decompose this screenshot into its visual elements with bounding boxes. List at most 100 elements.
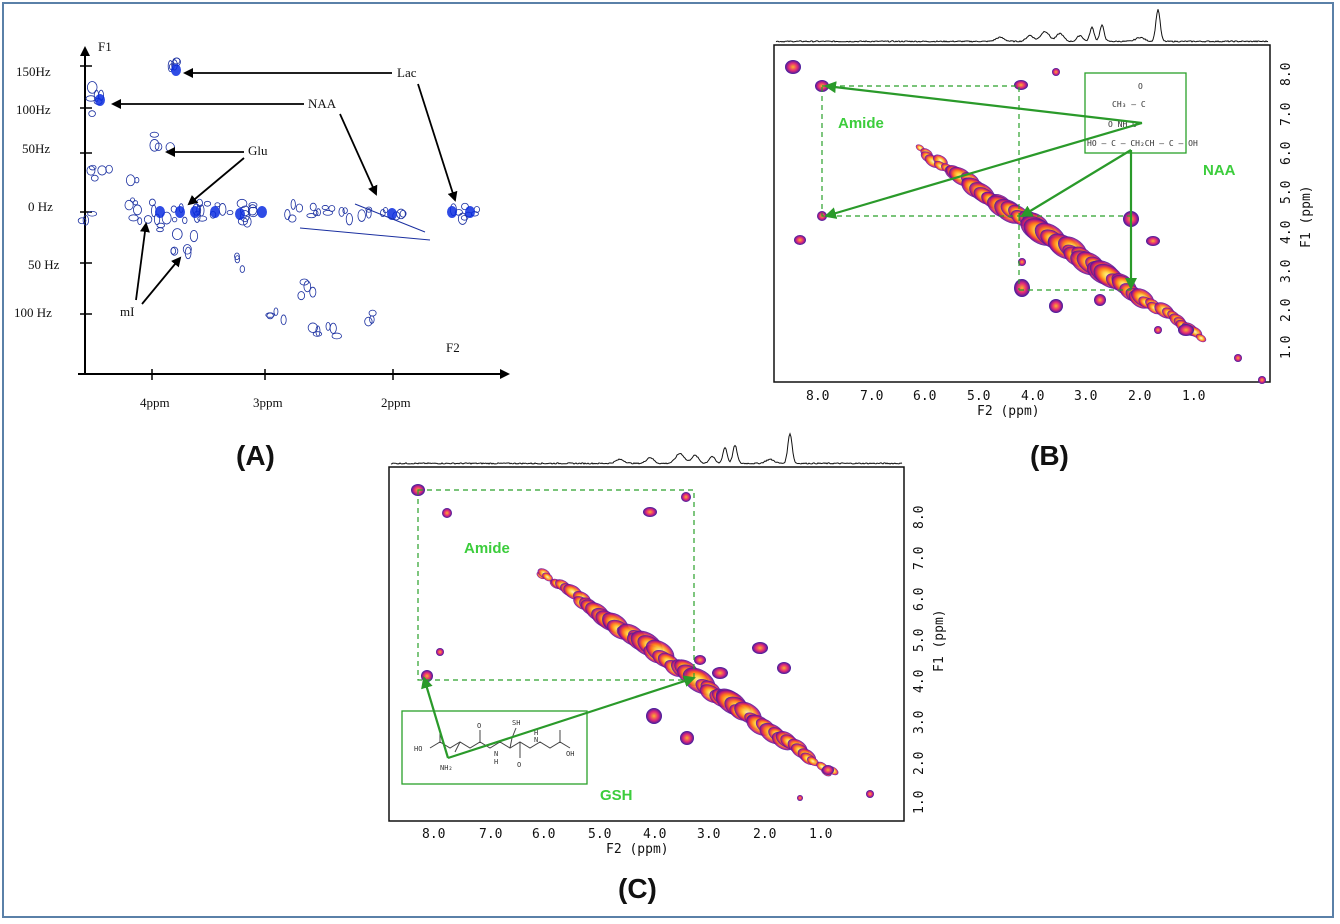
contour-ring: [172, 228, 183, 240]
naa-structure-line: O: [1138, 82, 1143, 91]
panel-b-y-axis-title: F1 (ppm): [1299, 185, 1314, 248]
contour-ring: [280, 314, 287, 326]
cross-peak: [681, 492, 691, 502]
contour-ring: [322, 210, 333, 216]
panel-a-x-tick: 3ppm: [253, 395, 283, 410]
contour-ring: [132, 200, 139, 206]
panel-c-x-tick: 4.0: [643, 827, 666, 842]
contour-ring: [364, 316, 373, 327]
naa-structure-line: HO – C – CH₂CH – C – OH: [1087, 139, 1198, 148]
panel-c-x-ticks: 8.0 7.0 6.0 5.0 4.0 3.0 2.0 1.0: [422, 827, 832, 842]
arrow-naa-amide-bottom: [824, 121, 1143, 219]
panel-b-y-ticks: 8.0 7.0 6.0 5.0 4.0 3.0 2.0 1.0: [1279, 63, 1294, 359]
contour-ring: [214, 202, 221, 208]
panel-a-y-tick-marks: [80, 65, 394, 380]
panel-b-amide-label: Amide: [838, 115, 884, 132]
contour-ring: [87, 210, 98, 217]
panel-b-y-tick: 1.0: [1279, 336, 1294, 359]
panel-c-cross-peaks: [411, 484, 874, 801]
contour-ring: [197, 215, 208, 222]
contour-ring: [137, 217, 143, 225]
arrow-naa-alpha: [1020, 149, 1132, 218]
panel-a-f1-label: F1: [98, 39, 112, 54]
panel-c-x-tick: 6.0: [532, 827, 555, 842]
contour-ring: [156, 222, 166, 229]
contour-peak: [257, 206, 267, 218]
panel-b-x-tick: 1.0: [1182, 389, 1205, 404]
panel-c-x-tick: 8.0: [422, 827, 445, 842]
annotation-glu: Glu: [248, 143, 268, 158]
diagonal-peak: [542, 572, 553, 582]
contour-ring: [239, 265, 246, 273]
contour-ring: [184, 246, 192, 260]
cross-peak: [1094, 294, 1106, 306]
cross-peak: [1178, 324, 1194, 336]
panel-a-contours: [77, 57, 481, 340]
panel-b-y-tick: 8.0: [1279, 63, 1294, 86]
contour-ring: [382, 207, 389, 214]
contour-ring: [357, 209, 366, 222]
cross-peak: [752, 642, 768, 654]
contour-ring: [399, 210, 407, 218]
contour-ring: [87, 81, 98, 94]
contour-ring: [345, 212, 353, 226]
panel-a-x-tick: 2ppm: [381, 395, 411, 410]
annotation-mi: mI: [120, 304, 134, 319]
cross-peak: [643, 507, 657, 517]
cross-peak: [646, 708, 662, 724]
contour-ring: [325, 322, 331, 331]
gsh-atom: HO: [414, 745, 422, 753]
arrow-naa-amide-top: [824, 81, 1143, 125]
gsh-atom: OH: [566, 750, 574, 758]
panel-a-y-tick: 100 Hz: [14, 305, 52, 320]
contour-ring: [297, 291, 306, 301]
panel-label-b: (B): [1030, 440, 1069, 471]
contour-ring: [290, 199, 296, 210]
cross-peak: [822, 765, 834, 775]
panel-c-y-tick: 2.0: [912, 752, 927, 775]
cross-peak: [794, 235, 806, 245]
cross-peak: [1234, 354, 1242, 362]
contour-ring: [248, 202, 258, 209]
contour-ring: [338, 206, 345, 217]
gsh-atom: N: [494, 750, 498, 758]
gsh-atom: N: [534, 736, 538, 744]
annotation-lac: Lac: [397, 65, 417, 80]
gsh-structure-labels: SH O HO NH₂ N H N H OH O: [414, 719, 574, 772]
contour-ring: [309, 202, 317, 211]
cross-peak: [712, 667, 728, 679]
contour-peak: [210, 206, 220, 218]
contour-ring: [161, 211, 172, 225]
contour-ring: [218, 203, 227, 216]
panel-c-y-tick: 5.0: [912, 629, 927, 652]
contour-ring: [203, 200, 212, 207]
panel-b-y-tick: 4.0: [1279, 221, 1294, 244]
contour-ring: [315, 208, 321, 217]
panel-c-y-tick: 7.0: [912, 547, 927, 570]
naa-structure: O CH₃ – C O NH O HO – C – CH₂CH – C – OH: [1087, 82, 1198, 148]
panel-c-y-tick: 6.0: [912, 588, 927, 611]
contour-ring: [149, 139, 160, 152]
annotation-naa: NAA: [308, 96, 337, 111]
panel-c-y-tick: 1.0: [912, 791, 927, 814]
contour-ring: [130, 197, 135, 203]
contour-ridge: [299, 227, 431, 241]
contour-ring: [170, 246, 179, 256]
contour-ring: [128, 214, 139, 222]
cross-peak: [797, 795, 803, 801]
panel-a-y-tick: 100Hz: [16, 102, 51, 117]
contour-ring: [165, 142, 175, 153]
panel-a-x-tick: 4ppm: [140, 395, 170, 410]
contour-ring: [236, 198, 248, 209]
cross-peak: [866, 790, 874, 798]
cross-peak: [1146, 236, 1160, 246]
cross-peak: [1049, 299, 1063, 313]
contour-ring: [125, 174, 136, 187]
panel-c-x-tick: 1.0: [809, 827, 832, 842]
panel-c-y-tick: 8.0: [912, 506, 927, 529]
panel-c-amide-label: Amide: [464, 540, 510, 557]
panel-label-c: (C): [618, 873, 657, 904]
arrow-mi-a: [135, 222, 150, 301]
contour-ring: [182, 216, 188, 225]
gsh-atom: SH: [512, 719, 520, 727]
